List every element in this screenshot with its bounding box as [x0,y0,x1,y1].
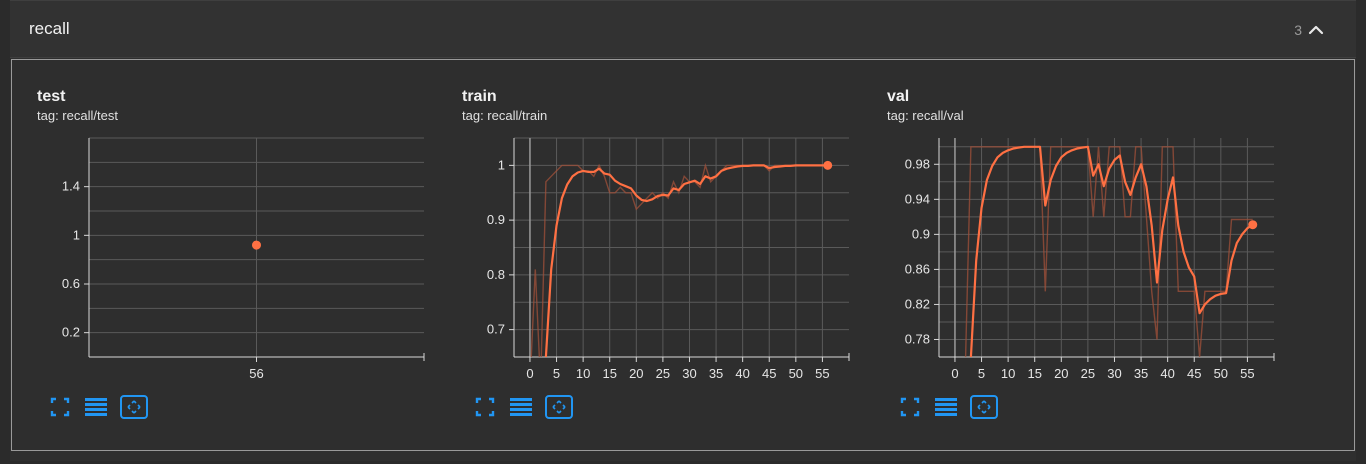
section-title: recall [29,19,70,38]
y-tick-label: 0.78 [905,331,930,346]
fit-domain-button[interactable] [119,394,148,420]
y-tick-label: 1.4 [62,179,80,194]
x-tick-label: 15 [1027,366,1041,381]
fit-domain-icon [545,395,573,419]
x-tick-label: 35 [1134,366,1148,381]
chevron-up-icon [1308,25,1324,35]
fullscreen-button[interactable] [471,394,499,420]
chart-card-test: test tag: recall/test 0.2 0.6 1 1.4 56 [12,60,437,450]
smoothed-series-line [969,145,1254,357]
x-tick-label: 25 [656,366,670,381]
x-tick-label: 45 [762,366,776,381]
x-tick-label: 50 [789,366,803,381]
y-tick-label: 0.98 [905,156,930,171]
last-point-marker [1248,220,1258,230]
chart-card-val: val tag: recall/val 0.78 0.82 0.86 0.9 0.94 0… [862,60,1287,450]
x-tick-label: 0 [951,366,958,381]
x-tick-label: 25 [1081,366,1095,381]
x-tick-label: 10 [576,366,590,381]
x-tick-label: 45 [1187,366,1201,381]
fit-domain-button[interactable] [544,394,573,420]
card-tag: tag: recall/val [887,108,964,123]
card-title: test [37,88,66,105]
x-tick-label: 50 [1214,366,1228,381]
fit-domain-icon [970,395,998,419]
y-tick-label: 1 [73,227,80,242]
chart-card-train: train tag: recall/train 0.7 0.8 0.9 1 0 5 10 15… [437,60,862,450]
x-tick-label: 40 [1160,366,1174,381]
y-tick-label: 0.9 [487,212,505,227]
recall-section: recall 3 test tag: recall/test 0.2 0.6 1 1.… [10,0,1356,461]
chart-cards-container: test tag: recall/test 0.2 0.6 1 1.4 56 [11,59,1355,451]
chart-train[interactable]: 0.70.80.910 5 10 15 20 25 30 35 40 45 50 55 [437,130,862,392]
y-tick-label: 0.2 [62,325,80,340]
raw-series-line [964,146,1253,357]
x-tick-label: 56 [249,366,263,381]
x-tick-label: 10 [1001,366,1015,381]
chart-val[interactable]: 0.78 0.82 0.86 0.9 0.94 0.98 0 5 10 15 20 25 30 35 40 4… [862,130,1287,392]
x-tick-label: 20 [1054,366,1068,381]
raw-series-line [530,162,828,357]
collapse-button[interactable] [1306,20,1326,40]
x-tick-label: 20 [629,366,643,381]
fullscreen-icon [475,397,495,417]
x-tick-label: 30 [682,366,696,381]
fit-domain-button[interactable] [969,394,998,420]
x-tick-label: 5 [553,366,560,381]
toggle-log-scale-icon [85,398,107,416]
fullscreen-icon [900,397,920,417]
toggle-log-scale-button[interactable] [507,394,535,420]
last-point-marker [823,160,833,170]
y-tick-label: 0.86 [905,261,930,276]
x-tick-label: 30 [1107,366,1121,381]
y-tick-label: 0.82 [905,296,930,311]
fullscreen-icon [50,397,70,417]
fit-domain-icon [120,395,148,419]
fullscreen-button[interactable] [896,394,924,420]
section-header[interactable]: recall 3 [10,1,1356,58]
x-tick-label: 15 [602,366,616,381]
y-tick-label: 0.7 [487,322,505,337]
x-tick-label: 55 [815,366,829,381]
chart-test[interactable]: 0.2 0.6 1 1.4 56 [12,130,437,392]
toggle-log-scale-icon [935,398,957,416]
y-tick-label: 0.8 [487,267,505,282]
toggle-log-scale-icon [510,398,532,416]
x-tick-label: 5 [978,366,985,381]
card-tag: tag: recall/train [462,108,548,123]
y-tick-label: 0.94 [905,191,930,206]
x-tick-label: 35 [709,366,723,381]
x-tick-label: 40 [735,366,749,381]
card-title: train [462,88,497,105]
x-tick-label: 0 [526,366,533,381]
y-tick-label: 0.6 [62,276,80,291]
fullscreen-button[interactable] [46,394,74,420]
x-tick-label: 55 [1240,366,1254,381]
section-count-badge: 3 [1294,22,1302,38]
y-tick-label: 0.9 [912,226,930,241]
toggle-log-scale-button[interactable] [932,394,960,420]
card-tag: tag: recall/test [37,108,118,123]
toggle-log-scale-button[interactable] [82,394,110,420]
smoothed-series-line [544,164,828,357]
card-title: val [887,88,910,105]
y-tick-label: 1 [498,157,505,172]
data-point [252,240,261,250]
